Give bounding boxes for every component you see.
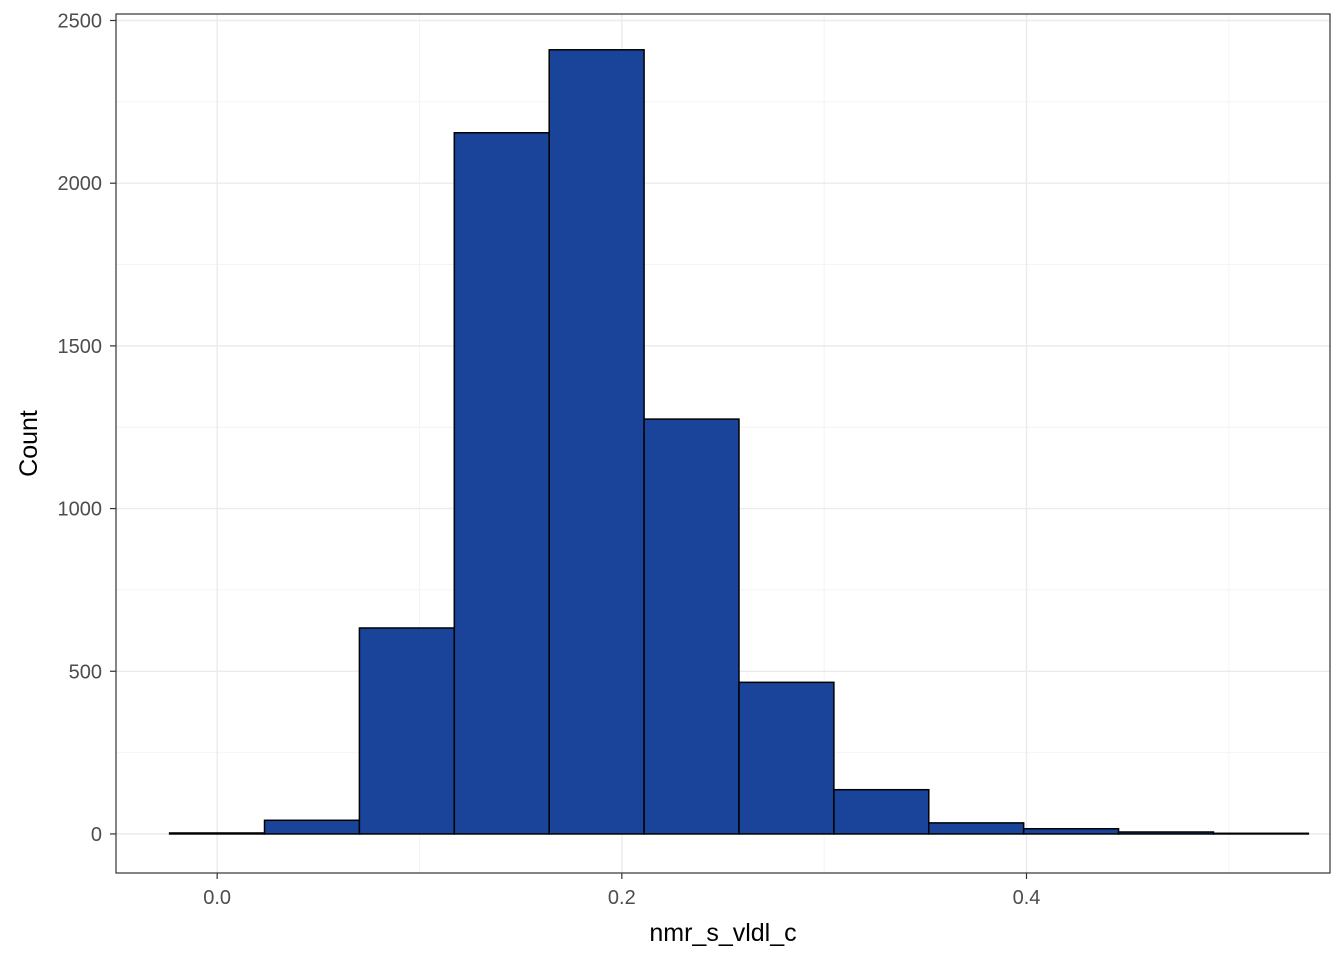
- histogram-bar: [833, 788, 930, 835]
- x-axis-title: nmr_s_vldl_c: [649, 919, 796, 947]
- histogram-bar: [263, 819, 361, 835]
- histogram-bar: [738, 681, 835, 835]
- y-tick-labels: 0 500 1000 1500 2000 2500: [58, 11, 103, 846]
- y-tick-label: 2000: [58, 173, 103, 195]
- x-tick-label: 0.0: [203, 887, 231, 909]
- y-tick-label: 0: [91, 824, 102, 846]
- histogram-bar: [453, 132, 550, 835]
- histogram-bar: [643, 418, 740, 835]
- histogram-bars: [168, 49, 1310, 835]
- x-tick-label: 0.2: [608, 887, 636, 909]
- x-tick-labels: 0.0 0.2 0.4: [203, 887, 1040, 909]
- histogram-bar: [548, 49, 645, 835]
- y-tick-label: 500: [69, 661, 102, 683]
- histogram-bar: [928, 822, 1025, 835]
- panel-border: [115, 13, 1331, 874]
- y-axis-title: Count: [15, 410, 43, 477]
- x-tick-label: 0.4: [1013, 887, 1041, 909]
- histogram-bar: [1212, 832, 1310, 835]
- histogram-bar: [358, 627, 456, 835]
- y-tick-label: 2500: [58, 11, 103, 33]
- histogram-bar: [168, 832, 266, 835]
- y-tick-label: 1000: [58, 499, 103, 521]
- histogram-bar: [1117, 831, 1215, 835]
- axis-ticks: [110, 19, 1028, 879]
- y-tick-label: 1500: [58, 336, 103, 358]
- histogram-bar: [1022, 827, 1120, 835]
